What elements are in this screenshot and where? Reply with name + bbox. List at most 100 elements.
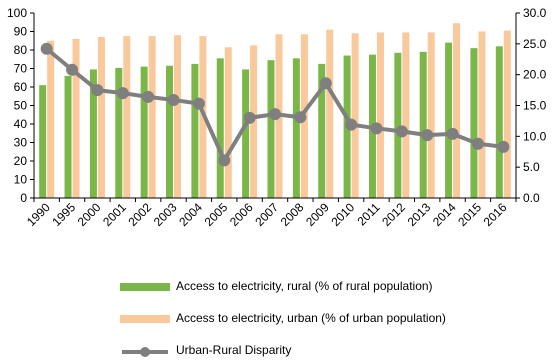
bar-urban-1990 <box>47 40 55 198</box>
bar-urban-2005 <box>224 47 232 199</box>
y-tick-label-30: 30 <box>14 136 28 150</box>
disparity-point-2016 <box>497 140 510 153</box>
disparity-point-2011 <box>370 122 383 135</box>
y-tick-label-80: 80 <box>14 43 28 57</box>
disparity-point-2000 <box>91 84 104 97</box>
y2-tick-label-20.0: 20.0 <box>523 68 547 82</box>
x-tick-label-2000: 2000 <box>75 200 104 229</box>
bar-urban-1995 <box>72 38 80 199</box>
x-tick-label-2009: 2009 <box>303 200 332 229</box>
bar-rural-2016 <box>495 46 503 198</box>
y2-tick-label-0.0: 0.0 <box>523 191 540 205</box>
x-tick-label-2005: 2005 <box>202 200 231 229</box>
y2-tick-label-25.0: 25.0 <box>523 37 547 51</box>
bar-urban-2014 <box>453 23 461 199</box>
bar-rural-2005 <box>216 58 224 198</box>
x-tick-label-2002: 2002 <box>125 200 154 229</box>
bar-rural-2009 <box>318 63 326 199</box>
legend-swatch-urban <box>120 315 170 323</box>
y-tick-label-90: 90 <box>14 25 28 39</box>
legend-swatch-disparity <box>122 347 168 357</box>
bar-rural-2012 <box>394 52 402 198</box>
bar-rural-2000 <box>89 69 97 199</box>
y2-tick-label-15.0: 15.0 <box>523 99 547 113</box>
x-tick-label-1990: 1990 <box>24 200 53 229</box>
bar-urban-2012 <box>402 32 410 198</box>
disparity-line <box>45 47 504 163</box>
disparity-point-2002 <box>142 90 155 103</box>
y-tick-label-50: 50 <box>14 99 28 113</box>
disparity-point-2009 <box>319 77 332 90</box>
y-tick-label-100: 100 <box>7 6 27 20</box>
x-tick-label-2016: 2016 <box>481 200 510 229</box>
y-tick-label-10: 10 <box>14 173 28 187</box>
x-tick-label-2008: 2008 <box>278 200 307 229</box>
x-tick-label-2010: 2010 <box>328 200 357 229</box>
legend-swatch-rural <box>120 283 170 291</box>
bar-urban-2011 <box>376 32 384 198</box>
x-tick-label-2001: 2001 <box>100 200 129 229</box>
disparity-point-2003 <box>167 93 180 106</box>
legend-item-disparity: Urban-Rural Disparity <box>120 341 520 361</box>
bar-rural-2002 <box>140 66 148 199</box>
disparity-point-2010 <box>345 118 358 131</box>
bar-urban-2000 <box>97 37 105 198</box>
x-tick-label-2006: 2006 <box>227 200 256 229</box>
disparity-point-2007 <box>269 108 281 121</box>
bar-urban-2016 <box>503 30 511 198</box>
x-tick-label-2013: 2013 <box>405 200 434 229</box>
legend-label-rural: Access to electricity, rural (% of rural… <box>176 279 433 293</box>
bar-rural-2015 <box>470 48 478 199</box>
disparity-point-2013 <box>421 129 434 142</box>
x-tick-label-1995: 1995 <box>49 200 78 229</box>
x-tick-label-2011: 2011 <box>354 200 382 228</box>
bar-urban-2001 <box>123 36 131 199</box>
y-tick-label-70: 70 <box>14 62 28 76</box>
bar-urban-2002 <box>148 36 156 199</box>
x-tick-label-2007: 2007 <box>252 200 281 229</box>
bar-rural-2008 <box>292 58 300 198</box>
bar-urban-2009 <box>326 29 334 199</box>
bar-rural-2001 <box>115 67 123 198</box>
y2-tick-label-10.0: 10.0 <box>523 129 547 143</box>
legend-label-urban: Access to electricity, urban (% of urban… <box>176 311 446 325</box>
y-tick-label-20: 20 <box>14 154 28 168</box>
disparity-point-2006 <box>243 111 256 124</box>
disparity-point-2014 <box>446 127 459 140</box>
bar-rural-2006 <box>242 69 250 199</box>
bar-rural-2003 <box>166 65 174 198</box>
disparity-point-2008 <box>294 111 307 124</box>
y-tick-label-40: 40 <box>14 117 28 131</box>
disparity-point-2001 <box>116 87 129 100</box>
disparity-point-1990 <box>40 42 53 55</box>
legend-item-rural: Access to electricity, rural (% of rural… <box>120 277 520 297</box>
bar-rural-2014 <box>445 42 453 198</box>
disparity-point-2005 <box>218 154 231 167</box>
legend-label-disparity: Urban-Rural Disparity <box>176 343 292 357</box>
bar-rural-1990 <box>39 85 47 198</box>
y2-tick-label-5.0: 5.0 <box>523 160 540 174</box>
y-tick-label-0: 0 <box>20 191 27 205</box>
chart: 0 10 20 30 40 50 60 70 80 90 100 0.0 5.0 10.0 15.0 20.0… <box>7 6 547 229</box>
bar-rural-2013 <box>419 51 427 198</box>
bar-urban-2010 <box>351 33 359 198</box>
bar-rural-2004 <box>191 63 199 199</box>
disparity-point-2012 <box>395 125 408 138</box>
disparity-point-1995 <box>66 63 79 76</box>
x-tick-label-2004: 2004 <box>176 200 205 229</box>
x-tick-label-2012: 2012 <box>379 200 408 229</box>
bar-urban-2013 <box>427 32 435 198</box>
disparity-point-2004 <box>192 97 205 110</box>
legend-item-urban: Access to electricity, urban (% of urban… <box>120 309 520 329</box>
bar-urban-2003 <box>174 35 182 199</box>
x-tick-label-2015: 2015 <box>455 200 484 229</box>
y-tick-label-60: 60 <box>14 80 28 94</box>
bar-rural-1995 <box>64 75 72 198</box>
x-tick-label-2003: 2003 <box>151 200 180 229</box>
disparity-point-2015 <box>471 137 484 150</box>
x-tick-label-2014: 2014 <box>430 200 459 229</box>
y2-tick-label-30.0: 30.0 <box>523 6 547 20</box>
bar-urban-2015 <box>478 31 486 198</box>
disparity-line-layer <box>40 42 510 167</box>
bar-rural-2007 <box>267 60 275 199</box>
